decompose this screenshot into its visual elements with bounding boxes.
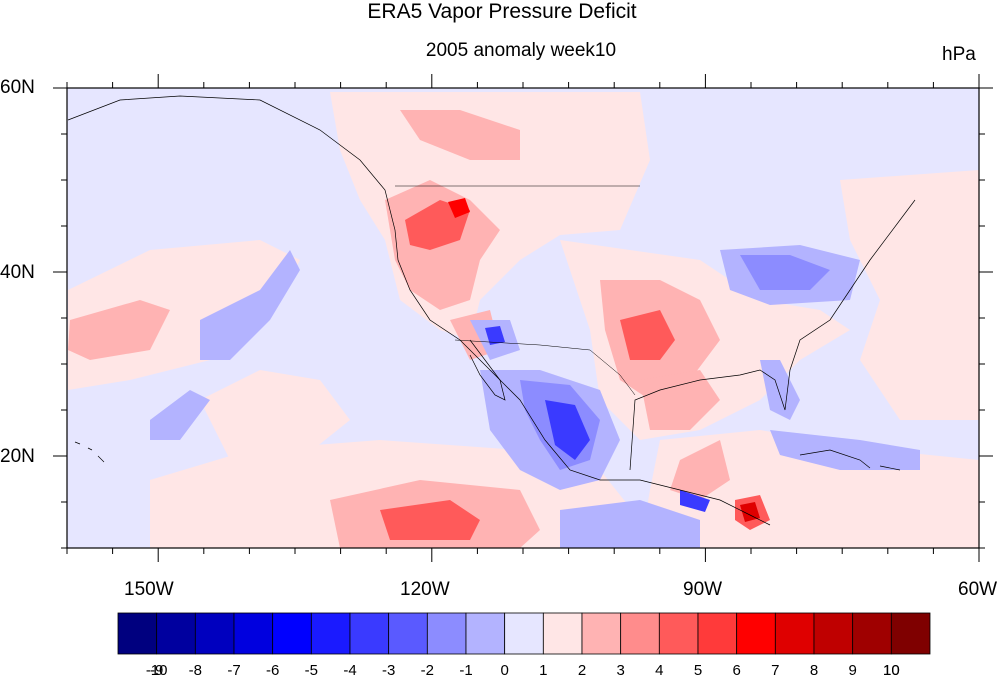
colorbar-tick-label: -4 [343,662,357,679]
colorbar-tick-label: -8 [188,662,202,679]
lon-label-120w: 120W [400,579,450,600]
colorbar-tick-label: -9 [149,662,164,679]
colorbar-tick-label: 2 [577,662,587,679]
colorbar-tick-label: 4 [655,662,664,679]
blue-region-florida [760,360,800,420]
strong-red-texas [620,310,675,360]
hawaii-islands [74,441,105,463]
red-region-gulf [640,370,720,430]
strong-blue-mexico [545,400,590,460]
colorbar-tick-label: 0 [500,662,509,679]
negative-anomaly-areas [150,245,920,548]
baja-coastline [469,339,506,401]
cuba [799,449,901,471]
pink-region-atlantic [840,170,979,420]
colorbar-tick-label: -6 [265,662,280,679]
colorbar-tick-label: 10 [882,662,900,679]
us-border [395,185,640,396]
colorbar-tick-label: 9 [848,662,857,679]
colorbar-tick-label: -10 [145,662,168,679]
units-label: hPa [942,44,976,65]
peak-red-washington [448,198,470,218]
colorbar-tick-label: 3 [616,662,625,679]
strong-red-ep [380,500,480,540]
axis-ticks [53,74,993,562]
peak-red-central-america [740,502,760,522]
red-region-bc [400,110,520,160]
lon-label-90w: 90W [683,579,723,600]
colorbar-tick-label: -1 [459,662,473,679]
colorbar-tick-label: -5 [304,662,318,679]
colorbar-tick-label: -3 [381,662,396,679]
colorbar-tick-label: 8 [809,662,819,679]
colorbar-tick-label: 1 [539,662,548,679]
strong-blue-ca [680,490,710,512]
medium-blue-northeast [740,255,830,290]
blue-region-pacific-2 [150,390,210,440]
red-region-pacific-band [68,300,170,360]
colorbar-tick-label: -2 [420,662,434,679]
colorbar-tick-label: -7 [227,662,241,679]
lat-label-20n: 20N [0,446,35,467]
red-region-central-america [670,440,730,500]
north-america-coastline [67,95,916,526]
map-title: ERA5 Vapor Pressure Deficit [367,0,637,23]
lat-label-40n: 40N [0,262,35,283]
blue-region-ep-south [560,500,700,548]
lon-label-150w: 150W [124,579,174,600]
blue-region-pacific-1 [200,250,300,360]
anomaly-field [67,88,979,548]
colorbar-tick-label: 5 [693,662,703,679]
coastlines [67,95,916,526]
strong-blue-baja [485,326,505,345]
lat-label-60n: 60N [0,77,35,98]
pink-region-mid-pacific [200,370,350,460]
lon-label-60w: 60W [958,579,998,600]
map-subtitle: 2005 anomaly week10 [425,40,617,61]
colorbar-tick-label: 10 [882,662,900,679]
blue-region-caribbean [770,430,920,470]
colorbar-tick-label: 7 [771,662,780,679]
colorbar-tick-label: 6 [732,662,741,679]
